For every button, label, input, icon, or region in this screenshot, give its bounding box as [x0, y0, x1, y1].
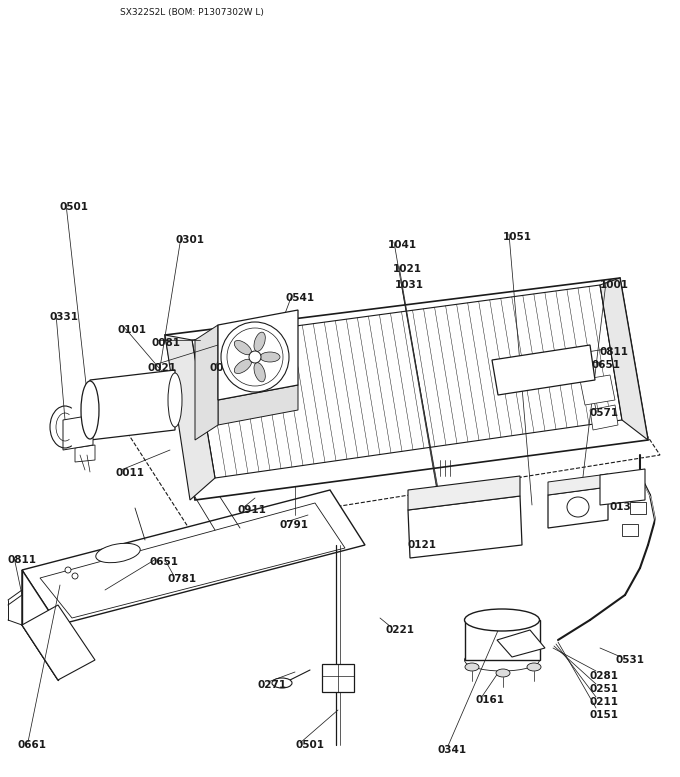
Text: 0021: 0021: [148, 363, 177, 373]
Text: 0211: 0211: [590, 697, 619, 707]
Polygon shape: [492, 345, 595, 395]
Text: 0791: 0791: [280, 520, 309, 530]
Ellipse shape: [96, 543, 140, 563]
Text: 0501: 0501: [295, 740, 324, 750]
Polygon shape: [622, 524, 638, 536]
Text: 1021: 1021: [393, 264, 422, 274]
Ellipse shape: [465, 663, 479, 671]
Text: 0651: 0651: [592, 360, 621, 370]
Text: 0271: 0271: [258, 680, 287, 690]
Ellipse shape: [221, 322, 289, 392]
Text: 0131: 0131: [610, 502, 639, 512]
Ellipse shape: [527, 663, 541, 671]
Text: 0121: 0121: [407, 540, 436, 550]
Text: 0161: 0161: [475, 695, 504, 705]
Ellipse shape: [464, 649, 539, 671]
Text: 0221: 0221: [385, 625, 414, 635]
Text: 0781: 0781: [168, 574, 197, 584]
Text: 0531: 0531: [615, 655, 644, 665]
Polygon shape: [192, 285, 622, 478]
Circle shape: [249, 351, 261, 363]
Text: 0281: 0281: [590, 671, 619, 681]
Ellipse shape: [464, 609, 539, 631]
Polygon shape: [580, 375, 615, 405]
Text: 0151: 0151: [590, 710, 619, 720]
Ellipse shape: [272, 678, 292, 688]
Ellipse shape: [234, 359, 252, 374]
Ellipse shape: [567, 497, 589, 517]
Polygon shape: [22, 605, 95, 680]
Text: 1031: 1031: [395, 280, 424, 290]
Polygon shape: [322, 664, 354, 692]
Text: 0501: 0501: [60, 202, 89, 212]
Text: 1041: 1041: [388, 240, 417, 250]
Ellipse shape: [254, 332, 265, 351]
Ellipse shape: [234, 340, 252, 355]
Text: 1051: 1051: [503, 232, 532, 242]
Text: 0811: 0811: [600, 347, 629, 357]
Text: 0091: 0091: [210, 363, 239, 373]
Ellipse shape: [254, 363, 265, 382]
Polygon shape: [465, 620, 540, 660]
Polygon shape: [590, 405, 618, 430]
Ellipse shape: [260, 352, 280, 362]
Polygon shape: [600, 469, 645, 505]
Text: 0081: 0081: [152, 338, 181, 348]
Polygon shape: [218, 310, 298, 400]
Polygon shape: [497, 630, 545, 657]
Text: 0661: 0661: [18, 740, 47, 750]
Polygon shape: [75, 445, 95, 462]
Polygon shape: [548, 474, 608, 495]
Polygon shape: [630, 502, 646, 514]
Polygon shape: [22, 570, 58, 680]
Text: 0341: 0341: [438, 745, 467, 755]
Text: 0101: 0101: [118, 325, 147, 335]
Text: 0571: 0571: [590, 408, 619, 418]
Text: 0011: 0011: [115, 468, 144, 478]
Text: 1001: 1001: [600, 280, 629, 290]
Polygon shape: [165, 278, 648, 500]
Polygon shape: [218, 385, 298, 425]
Polygon shape: [165, 335, 215, 500]
Text: 0331: 0331: [50, 312, 79, 322]
Ellipse shape: [81, 381, 99, 439]
Text: 0541: 0541: [286, 293, 315, 303]
Ellipse shape: [168, 373, 182, 427]
Polygon shape: [195, 325, 218, 440]
Text: 0811: 0811: [8, 555, 37, 565]
Polygon shape: [63, 415, 93, 450]
Text: SX322S2L (BOM: P1307302W L): SX322S2L (BOM: P1307302W L): [120, 8, 264, 17]
Text: 0301: 0301: [175, 235, 204, 245]
Polygon shape: [408, 496, 522, 558]
Polygon shape: [600, 278, 648, 440]
Circle shape: [65, 567, 71, 573]
Polygon shape: [90, 370, 175, 440]
Circle shape: [72, 573, 78, 579]
Text: 0251: 0251: [590, 684, 619, 694]
Ellipse shape: [496, 669, 510, 677]
Polygon shape: [22, 490, 365, 625]
Polygon shape: [548, 487, 608, 528]
Text: 0911: 0911: [238, 505, 267, 515]
Text: 0651: 0651: [150, 557, 179, 567]
Polygon shape: [408, 476, 520, 510]
